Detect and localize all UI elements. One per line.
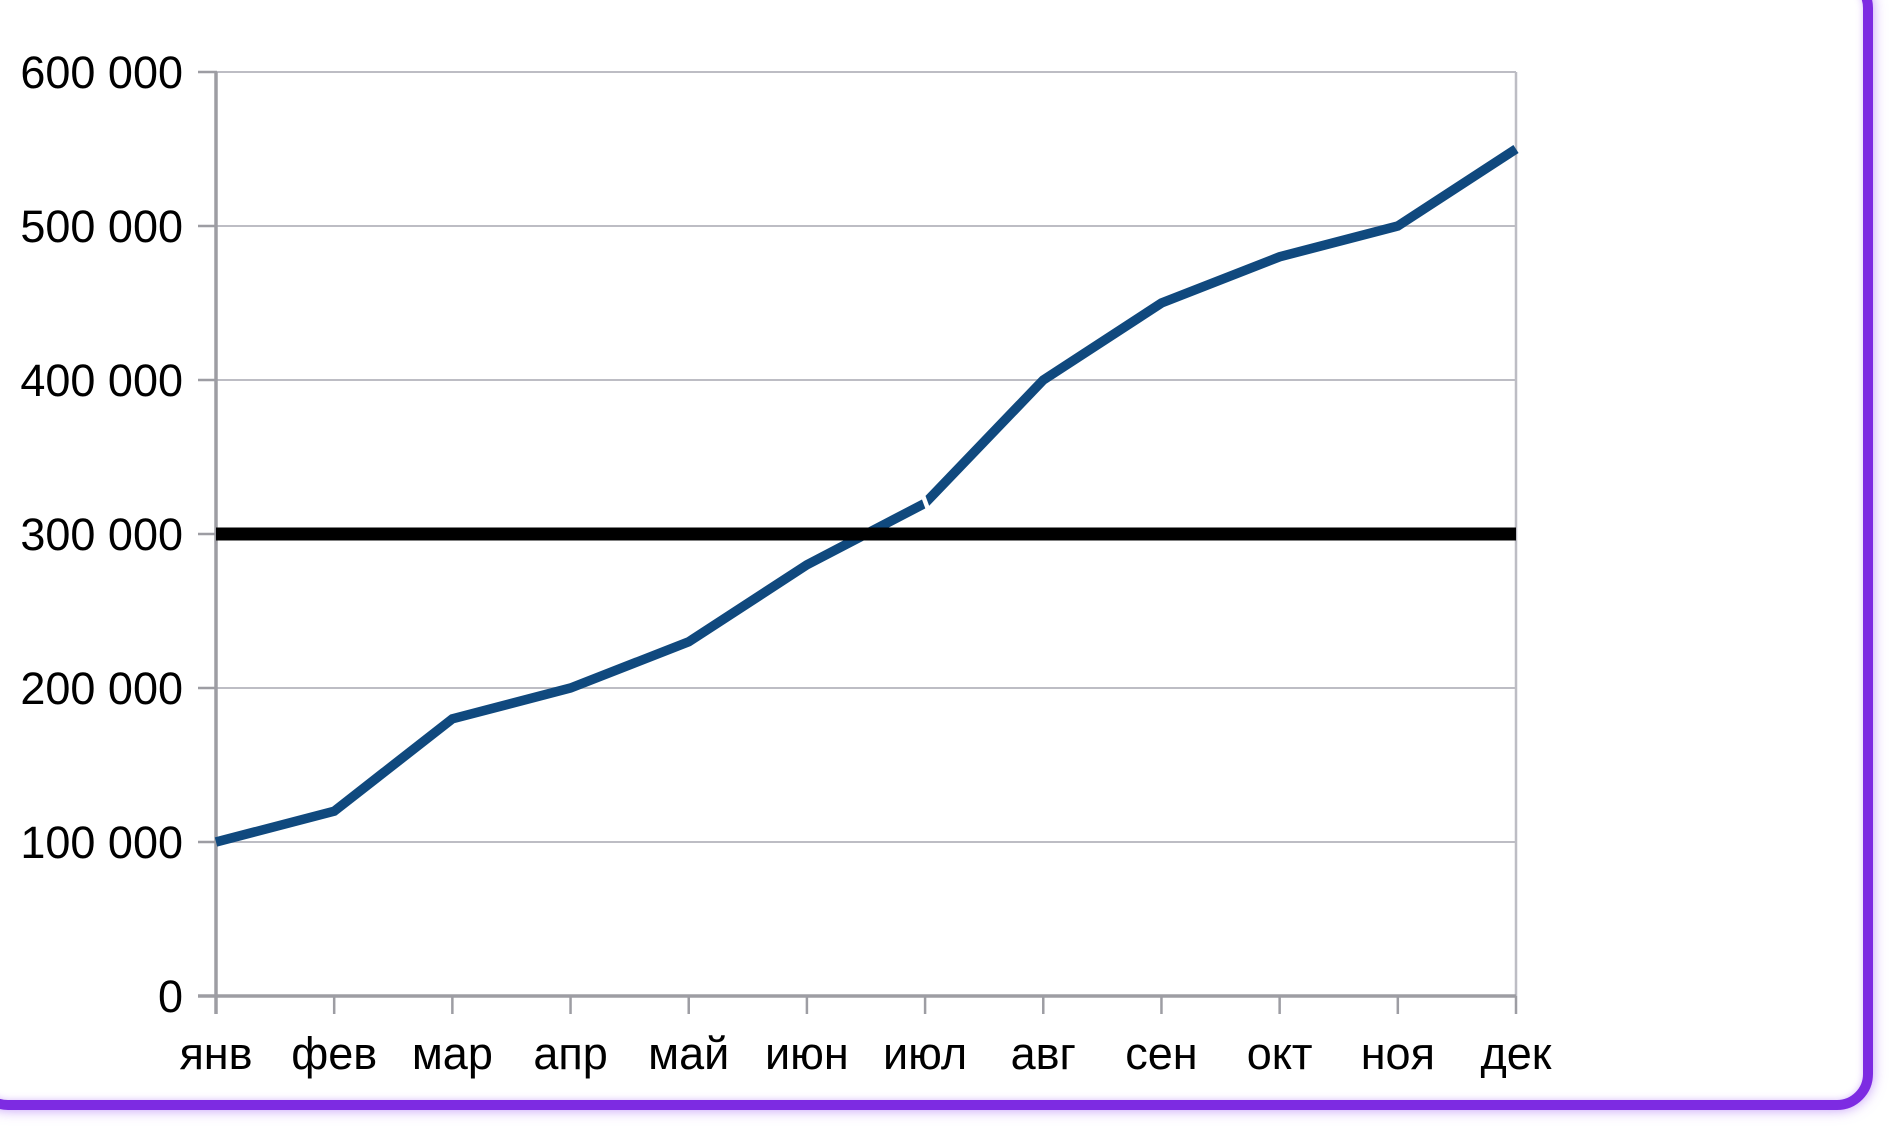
y-tick-label: 0: [158, 971, 183, 1022]
y-tick-label: 500 000: [20, 201, 183, 252]
y-tick-label: 300 000: [20, 509, 183, 560]
x-tick-label: фев: [291, 1028, 377, 1079]
x-tick-label: июл: [883, 1028, 967, 1079]
line-notch-artifact: [919, 492, 932, 513]
x-tick-label: апр: [533, 1028, 607, 1079]
y-tick-label: 600 000: [20, 47, 183, 98]
y-tick-label: 200 000: [20, 663, 183, 714]
y-tick-label: 100 000: [20, 817, 183, 868]
x-tick-label: сен: [1125, 1028, 1197, 1079]
x-tick-label: май: [648, 1028, 729, 1079]
y-tick-label: 400 000: [20, 355, 183, 406]
x-tick-label: мар: [412, 1028, 493, 1079]
series-line: [214, 145, 1519, 847]
x-tick-label: янв: [179, 1028, 252, 1079]
x-tick-label: ноя: [1361, 1028, 1435, 1079]
x-tick-label: окт: [1247, 1028, 1313, 1079]
x-tick-label: авг: [1011, 1028, 1076, 1079]
x-tick-label: дек: [1481, 1028, 1552, 1079]
x-tick-label: июн: [765, 1028, 849, 1079]
